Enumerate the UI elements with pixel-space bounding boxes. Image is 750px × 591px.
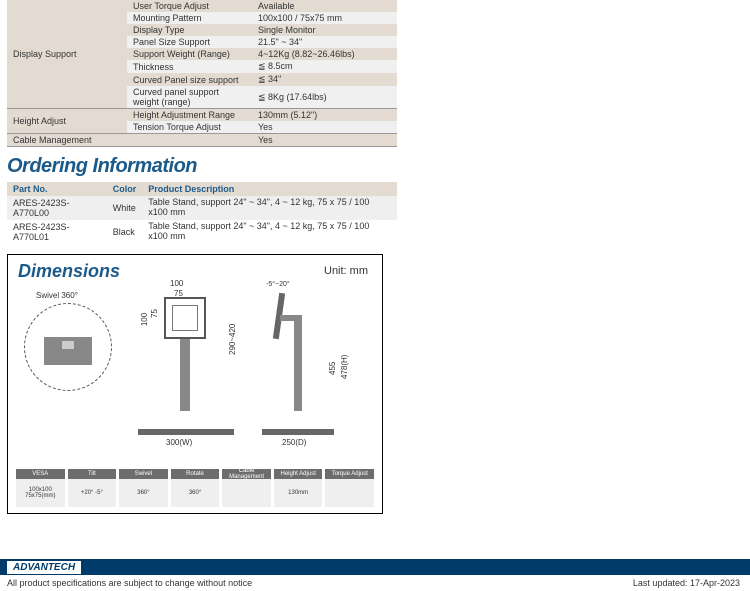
- dim-label: 300(W): [166, 438, 192, 447]
- feature-body: 100x100 75x75(mm): [16, 479, 65, 507]
- spec-key: Curved Panel size support: [127, 73, 252, 86]
- feature-body: [222, 479, 271, 507]
- spec-val: 130mm (5.12"): [252, 109, 397, 122]
- feature-header: Rotate: [171, 469, 220, 479]
- dimensions-unit: Unit: mm: [324, 265, 368, 277]
- dim-label: 290~420: [228, 324, 237, 355]
- dim-label: -5°~20°: [266, 281, 290, 288]
- feature-header: VESA: [16, 469, 65, 479]
- order-desc: Table Stand, support 24" ~ 34", 4 ~ 12 k…: [142, 196, 397, 220]
- page-footer: ADVANTECH All product specifications are…: [0, 559, 750, 591]
- feature-tilt: Tilt +20° -5°: [68, 469, 117, 507]
- feature-body: [325, 479, 374, 507]
- stand-base-icon: [262, 429, 334, 435]
- spec-key: Panel Size Support: [127, 36, 252, 48]
- spec-category: Display Support: [7, 0, 127, 109]
- spec-key: [127, 134, 252, 147]
- dim-label: 100: [140, 313, 149, 326]
- feature-body: 360°: [171, 479, 220, 507]
- feature-strip: VESA 100x100 75x75(mm) Tilt +20° -5° Swi…: [16, 469, 374, 507]
- spec-val: ≦ 8.5cm: [252, 60, 397, 73]
- dim-label: 478(H): [340, 355, 349, 379]
- advantech-logo: ADVANTECH: [7, 561, 81, 574]
- feature-header: Tilt: [68, 469, 117, 479]
- feature-rotate: Rotate 360°: [171, 469, 220, 507]
- stand-base-icon: [138, 429, 234, 435]
- order-desc: Table Stand, support 24" ~ 34", 4 ~ 12 k…: [142, 220, 397, 244]
- spec-key: User Torque Adjust: [127, 0, 252, 12]
- dim-label: 455: [328, 362, 337, 375]
- spec-key: Height Adjustment Range: [127, 109, 252, 122]
- monitor-top-icon: [44, 337, 92, 365]
- spec-val: ≦ 34": [252, 73, 397, 86]
- stand-side-view: -5°~20° 455 478(H) 250(D): [258, 285, 358, 435]
- spec-val: ≦ 8Kg (17.64lbs): [252, 86, 397, 109]
- spec-key: Support Weight (Range): [127, 48, 252, 60]
- vesa-plate-icon: [164, 297, 206, 339]
- spec-val: Available: [252, 0, 397, 12]
- stand-front-view: 100 75 75 100 290~420 300(W): [130, 285, 250, 435]
- stand-pole-icon: [294, 315, 302, 411]
- order-header-part: Part No.: [7, 182, 107, 196]
- feature-swivel: Swivel 360°: [119, 469, 168, 507]
- spec-key: Tension Torque Adjust: [127, 121, 252, 134]
- order-color: White: [107, 196, 143, 220]
- feature-header: Height Adjust: [274, 469, 323, 479]
- feature-cable: Cable Management: [222, 469, 271, 507]
- order-part: ARES-2423S-A770L00: [7, 196, 107, 220]
- ordering-table: Part No. Color Product Description ARES-…: [7, 182, 397, 244]
- footer-bar: ADVANTECH: [0, 559, 750, 575]
- spec-table: Display Support User Torque Adjust Avail…: [7, 0, 397, 147]
- ordering-heading: Ordering Information: [7, 155, 750, 178]
- dimensions-heading: Dimensions: [18, 261, 120, 282]
- dim-label: 100: [170, 279, 183, 288]
- feature-header: Torque Adjust: [325, 469, 374, 479]
- dim-label: 250(D): [282, 438, 306, 447]
- spec-val: 4~12Kg (8.82~26.46lbs): [252, 48, 397, 60]
- dimensions-drawing: Swivel 360° 100 75 75 100 290~420 300(W)…: [18, 285, 372, 463]
- order-part: ARES-2423S-A770L01: [7, 220, 107, 244]
- order-header-desc: Product Description: [142, 182, 397, 196]
- spec-key: Display Type: [127, 24, 252, 36]
- stand-pole-icon: [180, 339, 190, 411]
- order-header-color: Color: [107, 182, 143, 196]
- spec-category: Height Adjust: [7, 109, 127, 134]
- spec-category: Cable Management: [7, 134, 127, 147]
- spec-val: Yes: [252, 134, 397, 147]
- dim-label: 75: [150, 309, 159, 318]
- feature-body: 360°: [119, 479, 168, 507]
- spec-key: Curved panel support weight (range): [127, 86, 252, 109]
- swivel-label: Swivel 360°: [36, 291, 78, 300]
- feature-body: +20° -5°: [68, 479, 117, 507]
- spec-key: Thickness: [127, 60, 252, 73]
- order-color: Black: [107, 220, 143, 244]
- feature-torque: Torque Adjust: [325, 469, 374, 507]
- spec-val: Single Monitor: [252, 24, 397, 36]
- feature-height: Height Adjust 130mm: [274, 469, 323, 507]
- dimensions-box: Dimensions Unit: mm Swivel 360° 100 75 7…: [7, 254, 383, 514]
- feature-body: 130mm: [274, 479, 323, 507]
- footer-updated: Last updated: 17-Apr-2023: [633, 578, 740, 588]
- spec-key: Mounting Pattern: [127, 12, 252, 24]
- spec-val: Yes: [252, 121, 397, 134]
- footer-disclaimer: All product specifications are subject t…: [7, 578, 252, 588]
- spec-val: 21.5" ~ 34": [252, 36, 397, 48]
- feature-header: Swivel: [119, 469, 168, 479]
- spec-val: 100x100 / 75x75 mm: [252, 12, 397, 24]
- feature-vesa: VESA 100x100 75x75(mm): [16, 469, 65, 507]
- feature-header: Cable Management: [222, 469, 271, 479]
